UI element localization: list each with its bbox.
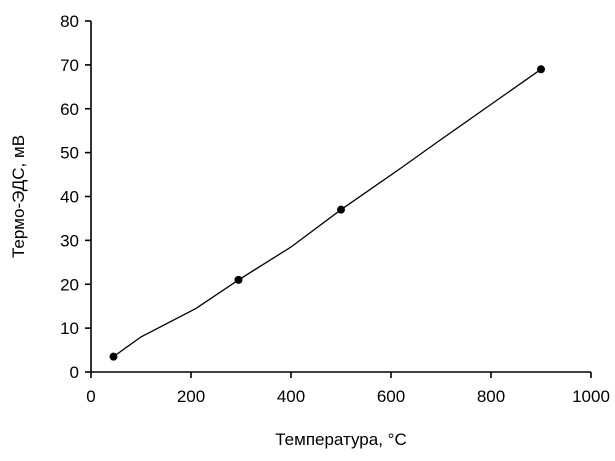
y-tick-label: 50: [60, 144, 79, 163]
y-tick-label: 40: [60, 188, 79, 207]
y-tick-label: 20: [60, 275, 79, 294]
data-point: [337, 205, 345, 214]
series-line: [113, 68, 542, 358]
y-axis-title: Термо-ЭДС, мВ: [9, 135, 28, 258]
x-tick-label: 0: [86, 387, 95, 406]
y-tick-label: 70: [60, 56, 79, 75]
data-point-markers: [109, 65, 545, 361]
y-tick-label: 80: [60, 12, 79, 31]
x-tick-label: 800: [477, 387, 505, 406]
x-tick-label: 400: [277, 387, 305, 406]
y-axis-ticks: 0 10 20 30 40 50 60 70 80: [60, 12, 91, 382]
y-tick-label: 10: [60, 319, 79, 338]
data-point: [109, 352, 118, 361]
x-axis-ticks: 0 200 400 600 800 1000: [86, 372, 610, 406]
y-tick-label: 0: [70, 363, 79, 382]
x-tick-label: 600: [377, 387, 405, 406]
y-tick-label: 60: [60, 100, 79, 119]
x-tick-label: 200: [177, 387, 205, 406]
y-tick-label: 30: [60, 231, 79, 250]
data-point: [234, 275, 243, 284]
x-axis-title: Температура, °C: [275, 430, 406, 449]
data-point: [537, 65, 545, 74]
x-tick-label: 1000: [572, 387, 610, 406]
